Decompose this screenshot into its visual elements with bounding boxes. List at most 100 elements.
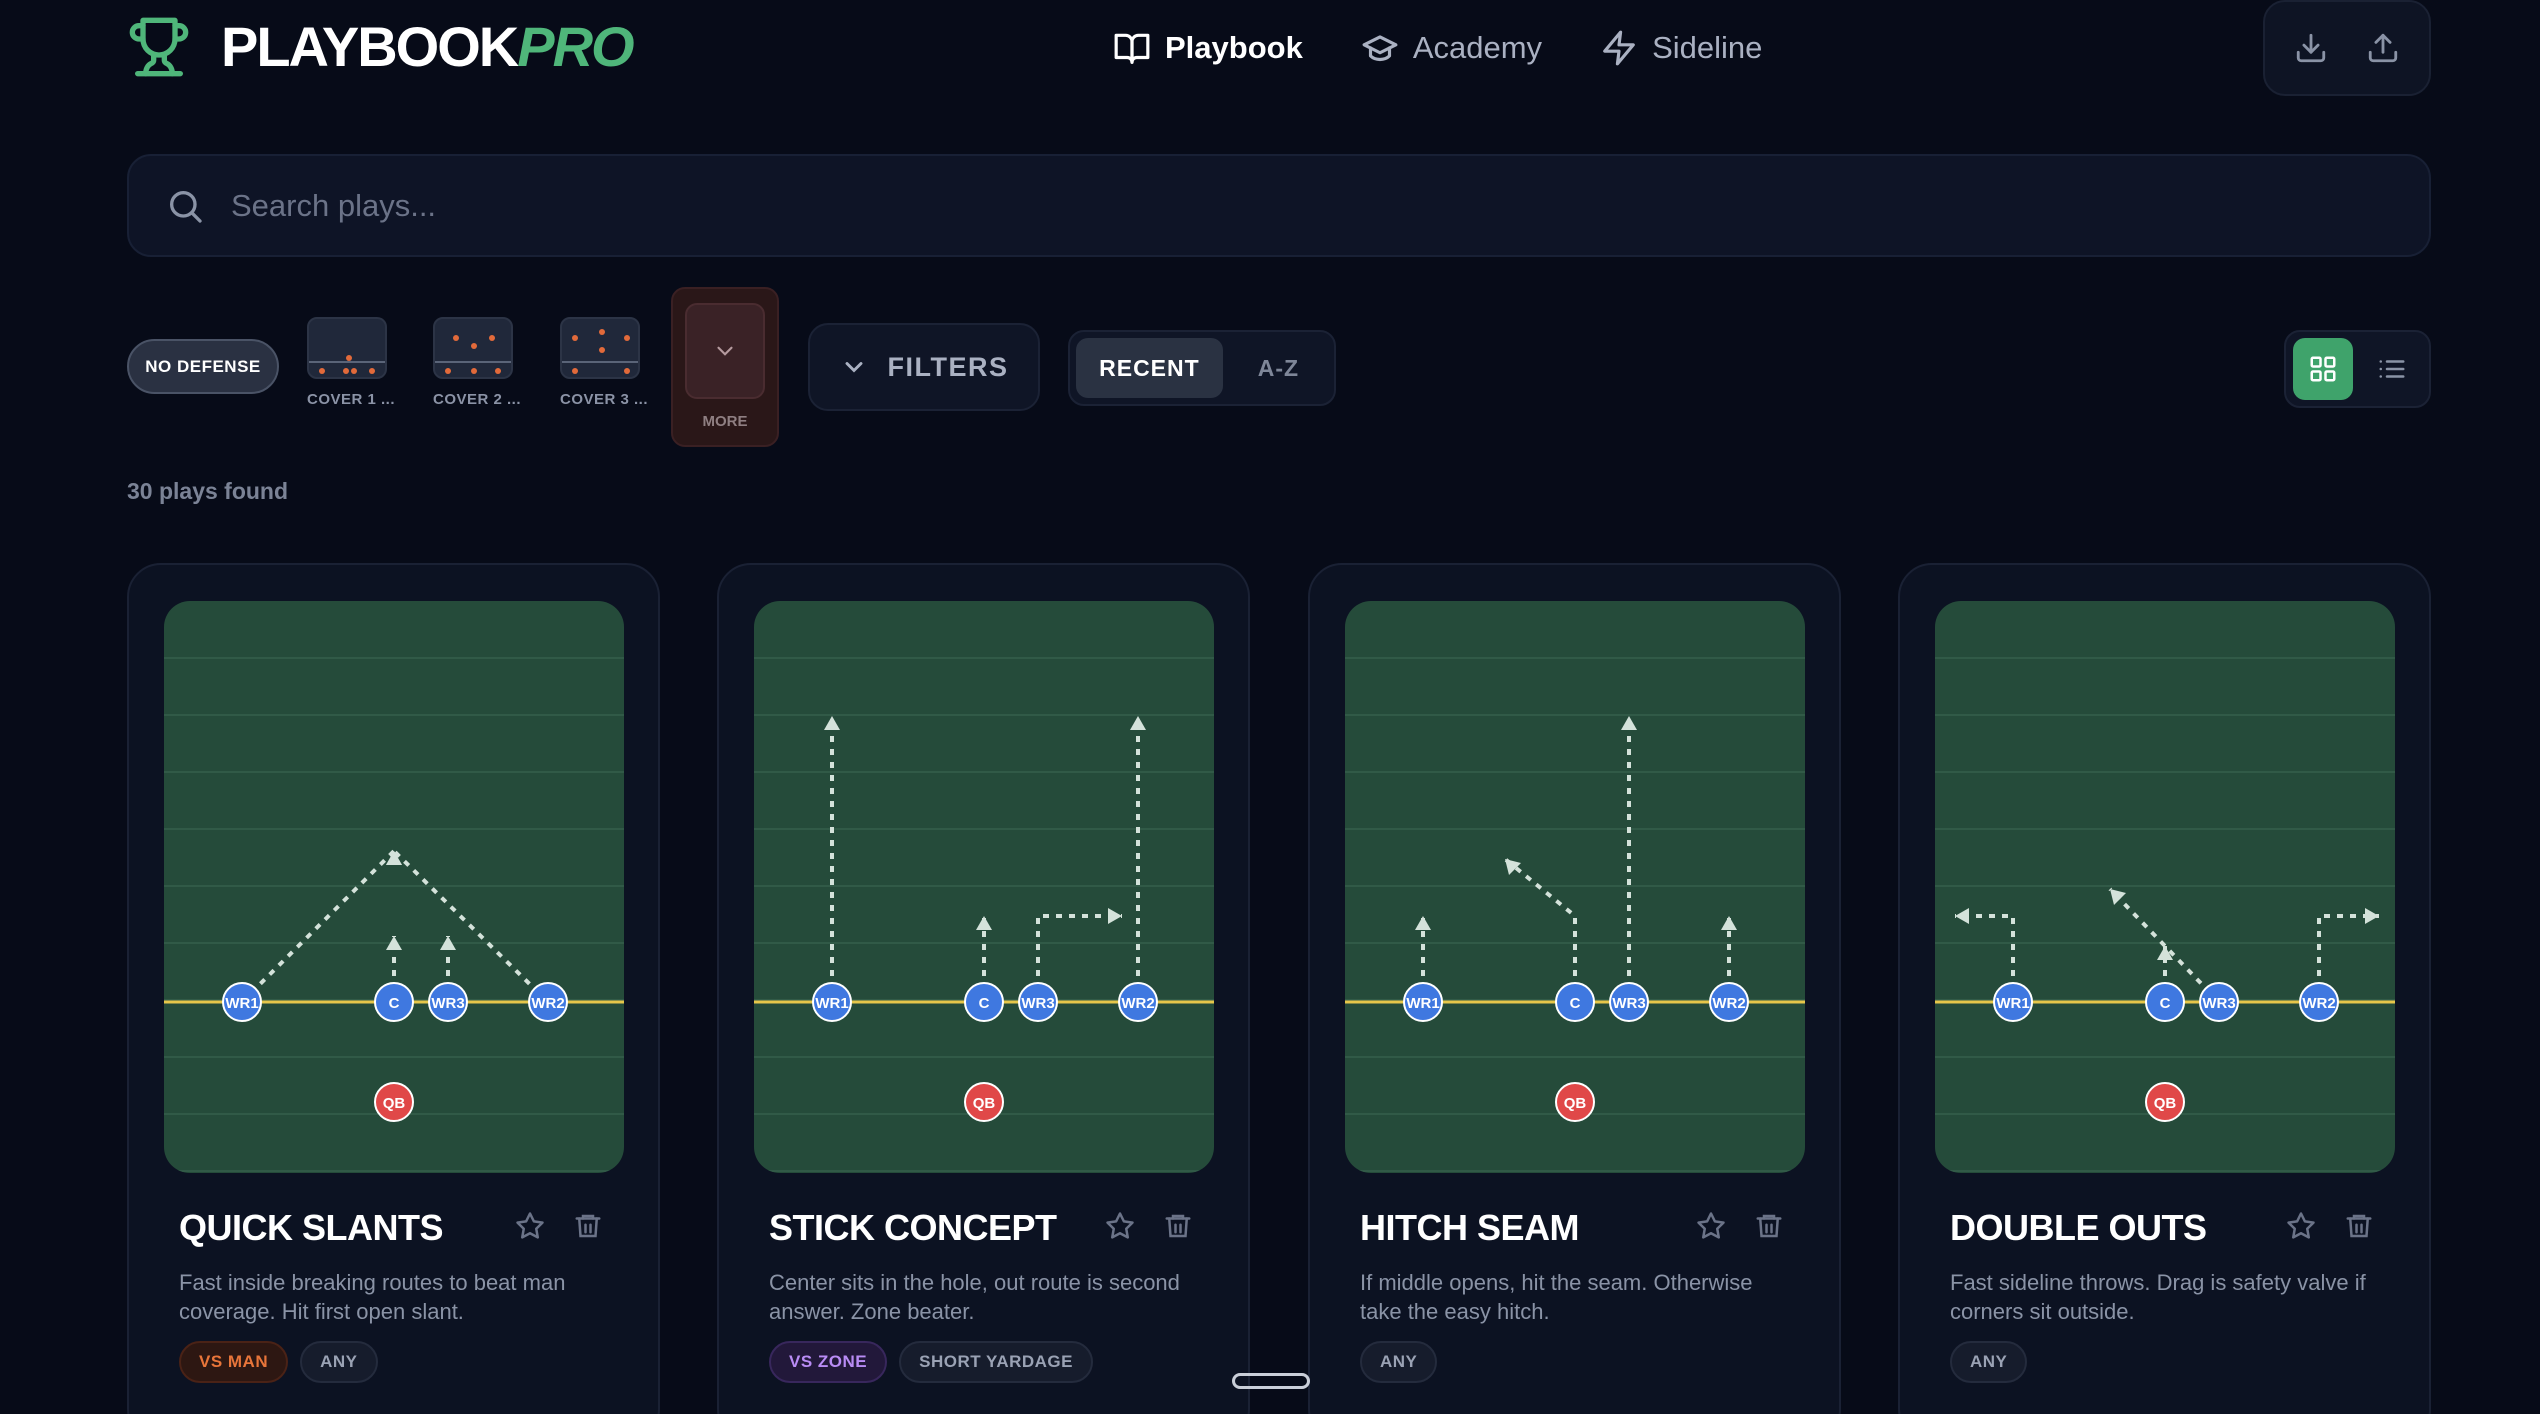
player-label: QB [973, 1095, 996, 1112]
player-marker-wr1: WR1 [1993, 982, 2033, 1022]
play-title: STICK CONCEPT [769, 1207, 1057, 1248]
player-label: WR3 [1021, 995, 1054, 1012]
player-marker-qb: QB [374, 1082, 414, 1122]
play-tag[interactable]: SHORT YARDAGE [899, 1341, 1093, 1383]
trash-icon[interactable] [1754, 1211, 1784, 1241]
player-marker-wr3: WR3 [428, 982, 468, 1022]
upload-icon[interactable] [2366, 31, 2400, 65]
play-tag[interactable]: ANY [300, 1341, 378, 1383]
route-arrowhead [1621, 716, 1637, 730]
player-label: C [979, 995, 990, 1012]
app-header: PLAYBOOKPRO Playbook Academy Sideline [0, 0, 2540, 100]
play-field: WR1 C WR3 WR2 QB [164, 601, 624, 1173]
play-diagram: WR1 C WR3 WR2 QB [1935, 657, 2395, 1172]
book-icon [1114, 33, 1150, 64]
play-card[interactable]: WR1 C WR3 WR2 QB HITCH SEAM If middle opens, h… [1308, 563, 1841, 1414]
list-icon [2379, 360, 2405, 378]
no-defense-chip[interactable]: NO DEFENSE [127, 339, 279, 394]
star-icon[interactable] [1696, 1211, 1726, 1241]
route-arrowhead [2365, 908, 2379, 924]
play-tags: ANY [1360, 1341, 1438, 1383]
trash-icon[interactable] [573, 1211, 603, 1241]
trophy-icon [129, 17, 189, 77]
cover-3-option[interactable]: COVER 3 ... [560, 317, 648, 408]
cover-2-thumbnail [433, 317, 513, 379]
nav-item-academy[interactable]: Academy [1361, 22, 1542, 74]
list-view-button[interactable] [2363, 338, 2423, 400]
trash-icon[interactable] [1163, 1211, 1193, 1241]
view-toggle [2284, 330, 2431, 408]
play-tags: ANY [1950, 1341, 2028, 1383]
route-arrowhead [1721, 916, 1737, 930]
trash-icon[interactable] [2344, 1211, 2374, 1241]
player-marker-wr3: WR3 [1018, 982, 1058, 1022]
sort-az-button[interactable]: A-Z [1257, 354, 1300, 381]
player-label: QB [383, 1095, 406, 1112]
player-marker-wr2: WR2 [1709, 982, 1749, 1022]
grid-icon [2310, 356, 2336, 382]
play-field: WR1 C WR3 WR2 QB [754, 601, 1214, 1173]
card-actions [2286, 1211, 2374, 1241]
results-count: 30 plays found [127, 478, 289, 504]
scroll-handle[interactable] [1232, 1373, 1310, 1389]
play-description: Fast sideline throws. Drag is safety val… [1950, 1270, 2366, 1324]
play-title: QUICK SLANTS [179, 1207, 444, 1248]
route-arrowhead [1415, 916, 1431, 930]
player-marker-c: C [964, 982, 1004, 1022]
play-description: Fast inside breaking routes to beat man … [179, 1270, 566, 1324]
cover-1-thumbnail [307, 317, 387, 379]
player-label: WR1 [815, 995, 848, 1012]
cover-1-label: COVER 1 ... [307, 391, 396, 408]
app-logo[interactable]: PLAYBOOKPRO [127, 15, 635, 79]
player-marker-c: C [1555, 982, 1595, 1022]
cover-2-label: COVER 2 ... [433, 391, 522, 408]
player-marker-qb: QB [2145, 1082, 2185, 1122]
download-icon[interactable] [2294, 31, 2328, 65]
sort-toggle: RECENT A-Z [1068, 330, 1336, 406]
play-card[interactable]: WR1 C WR3 WR2 QB DOUBLE OUTS Fast sideline thr… [1898, 563, 2431, 1414]
player-label: WR1 [1406, 995, 1439, 1012]
play-tag[interactable]: ANY [1950, 1341, 2028, 1383]
search-icon [170, 190, 202, 223]
player-label: WR3 [2202, 995, 2235, 1012]
chevron-down-icon [845, 362, 862, 373]
route-arrowhead [1955, 908, 1969, 924]
nav-item-sideline[interactable]: Sideline [1600, 22, 1762, 74]
grid-view-button[interactable] [2293, 338, 2353, 400]
star-icon[interactable] [1105, 1211, 1135, 1241]
player-marker-qb: QB [1555, 1082, 1595, 1122]
player-marker-wr2: WR2 [2299, 982, 2339, 1022]
route-arrowhead [1505, 859, 1521, 875]
sort-recent-button[interactable]: RECENT [1076, 338, 1223, 398]
player-label: C [1570, 995, 1581, 1012]
star-icon[interactable] [2286, 1211, 2316, 1241]
route-arrowhead [386, 851, 402, 865]
player-marker-wr2: WR2 [1118, 982, 1158, 1022]
graduation-cap-icon [1362, 35, 1398, 62]
nav-item-playbook[interactable]: Playbook [1113, 22, 1303, 74]
card-actions [1105, 1211, 1193, 1241]
route-line [2108, 887, 2221, 1004]
route-line [1503, 857, 1577, 1002]
player-marker-c: C [2145, 982, 2185, 1022]
play-tag[interactable]: VS MAN [179, 1341, 289, 1383]
route-arrowhead [824, 716, 840, 730]
route-arrowhead [976, 916, 992, 930]
player-marker-wr3: WR3 [1609, 982, 1649, 1022]
play-tag[interactable]: ANY [1360, 1341, 1438, 1383]
cover-1-option[interactable]: COVER 1 ... [307, 317, 396, 408]
filters-button[interactable]: FILTERS [808, 323, 1040, 411]
search-input[interactable] [231, 187, 2331, 224]
play-card[interactable]: WR1 C WR3 WR2 QB QUICK SLANTS Fast inside brea… [127, 563, 660, 1414]
play-tag[interactable]: VS ZONE [769, 1341, 888, 1383]
play-card[interactable]: WR1 C WR3 WR2 QB STICK CONCEPT Center sits in … [717, 563, 1250, 1414]
route-arrowhead [2157, 946, 2173, 960]
player-marker-wr3: WR3 [2199, 982, 2239, 1022]
player-marker-wr1: WR1 [812, 982, 852, 1022]
star-icon[interactable] [515, 1211, 545, 1241]
player-label: QB [1564, 1095, 1587, 1112]
more-defenses-button[interactable]: MORE [671, 287, 779, 447]
player-label: C [389, 995, 400, 1012]
cover-2-option[interactable]: COVER 2 ... [433, 317, 522, 408]
player-label: WR2 [1121, 995, 1154, 1012]
